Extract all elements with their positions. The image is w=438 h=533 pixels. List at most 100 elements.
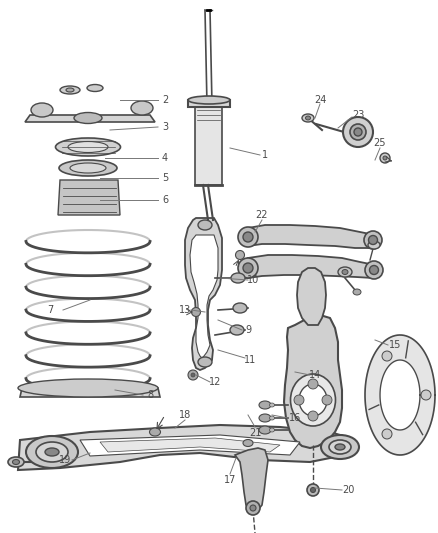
Ellipse shape <box>74 112 102 124</box>
Text: 13: 13 <box>179 305 191 315</box>
Text: 4: 4 <box>162 153 168 163</box>
Ellipse shape <box>368 241 380 249</box>
Polygon shape <box>188 100 230 107</box>
Circle shape <box>322 395 332 405</box>
Ellipse shape <box>198 220 212 230</box>
Text: 25: 25 <box>374 138 386 148</box>
Ellipse shape <box>353 289 361 295</box>
Ellipse shape <box>191 308 201 317</box>
Ellipse shape <box>368 236 378 245</box>
Ellipse shape <box>250 505 256 511</box>
Text: 18: 18 <box>179 410 191 420</box>
Circle shape <box>382 351 392 361</box>
Ellipse shape <box>311 488 315 492</box>
Ellipse shape <box>231 273 245 283</box>
Text: 20: 20 <box>342 485 354 495</box>
Ellipse shape <box>243 232 253 242</box>
Ellipse shape <box>230 325 244 335</box>
Circle shape <box>421 390 431 400</box>
Text: 21: 21 <box>249 428 261 438</box>
Ellipse shape <box>188 96 230 104</box>
Ellipse shape <box>243 440 253 447</box>
Text: 1: 1 <box>262 150 268 160</box>
Text: 10: 10 <box>247 275 259 285</box>
Ellipse shape <box>45 448 59 456</box>
Text: 23: 23 <box>352 110 364 120</box>
Polygon shape <box>100 438 280 452</box>
Ellipse shape <box>370 265 378 274</box>
Ellipse shape <box>238 258 258 278</box>
Ellipse shape <box>290 374 336 426</box>
Text: 2: 2 <box>162 95 168 105</box>
Ellipse shape <box>243 263 253 273</box>
Polygon shape <box>18 425 350 470</box>
Ellipse shape <box>59 160 117 176</box>
Ellipse shape <box>188 370 198 380</box>
Ellipse shape <box>302 114 314 122</box>
Polygon shape <box>25 115 155 122</box>
Polygon shape <box>185 218 222 370</box>
Ellipse shape <box>364 231 382 249</box>
Circle shape <box>308 379 318 389</box>
Text: 17: 17 <box>224 475 236 485</box>
Ellipse shape <box>365 261 383 279</box>
Ellipse shape <box>343 117 373 147</box>
Text: 19: 19 <box>59 455 71 465</box>
Ellipse shape <box>354 128 362 136</box>
Ellipse shape <box>238 227 258 247</box>
Ellipse shape <box>342 270 348 274</box>
Ellipse shape <box>233 303 247 313</box>
Polygon shape <box>190 235 218 358</box>
Ellipse shape <box>269 403 275 407</box>
Ellipse shape <box>338 267 352 277</box>
Ellipse shape <box>31 103 53 117</box>
Circle shape <box>294 395 304 405</box>
Text: 14: 14 <box>309 370 321 380</box>
Ellipse shape <box>259 401 271 409</box>
Polygon shape <box>380 360 420 430</box>
Text: 12: 12 <box>209 377 221 387</box>
Ellipse shape <box>259 414 271 422</box>
Polygon shape <box>20 388 160 397</box>
Ellipse shape <box>335 444 345 450</box>
Polygon shape <box>235 448 268 510</box>
Ellipse shape <box>26 436 78 468</box>
Polygon shape <box>365 335 435 455</box>
Ellipse shape <box>236 251 244 260</box>
Ellipse shape <box>383 156 387 160</box>
Ellipse shape <box>269 428 275 432</box>
Polygon shape <box>248 255 375 278</box>
Ellipse shape <box>198 357 212 367</box>
Ellipse shape <box>246 501 260 515</box>
Text: 9: 9 <box>245 325 251 335</box>
Ellipse shape <box>60 86 80 94</box>
Ellipse shape <box>329 440 351 454</box>
Ellipse shape <box>18 379 158 397</box>
Polygon shape <box>80 435 300 456</box>
Ellipse shape <box>87 85 103 92</box>
Polygon shape <box>195 105 222 185</box>
Text: 5: 5 <box>162 173 168 183</box>
Text: 22: 22 <box>256 210 268 220</box>
Ellipse shape <box>149 428 160 436</box>
Text: 6: 6 <box>162 195 168 205</box>
Text: 15: 15 <box>389 340 401 350</box>
Text: 3: 3 <box>162 122 168 132</box>
Ellipse shape <box>8 457 24 467</box>
Polygon shape <box>297 268 326 325</box>
Ellipse shape <box>269 416 275 420</box>
Text: 16: 16 <box>289 413 301 423</box>
Ellipse shape <box>70 163 106 173</box>
Circle shape <box>382 429 392 439</box>
Ellipse shape <box>305 116 311 120</box>
Ellipse shape <box>380 153 390 163</box>
Ellipse shape <box>307 484 319 496</box>
Ellipse shape <box>66 88 74 92</box>
Text: 8: 8 <box>147 390 153 400</box>
Ellipse shape <box>36 442 68 462</box>
Polygon shape <box>58 180 120 215</box>
Ellipse shape <box>56 138 120 156</box>
Ellipse shape <box>259 426 271 434</box>
Ellipse shape <box>13 459 20 464</box>
Ellipse shape <box>131 101 153 115</box>
